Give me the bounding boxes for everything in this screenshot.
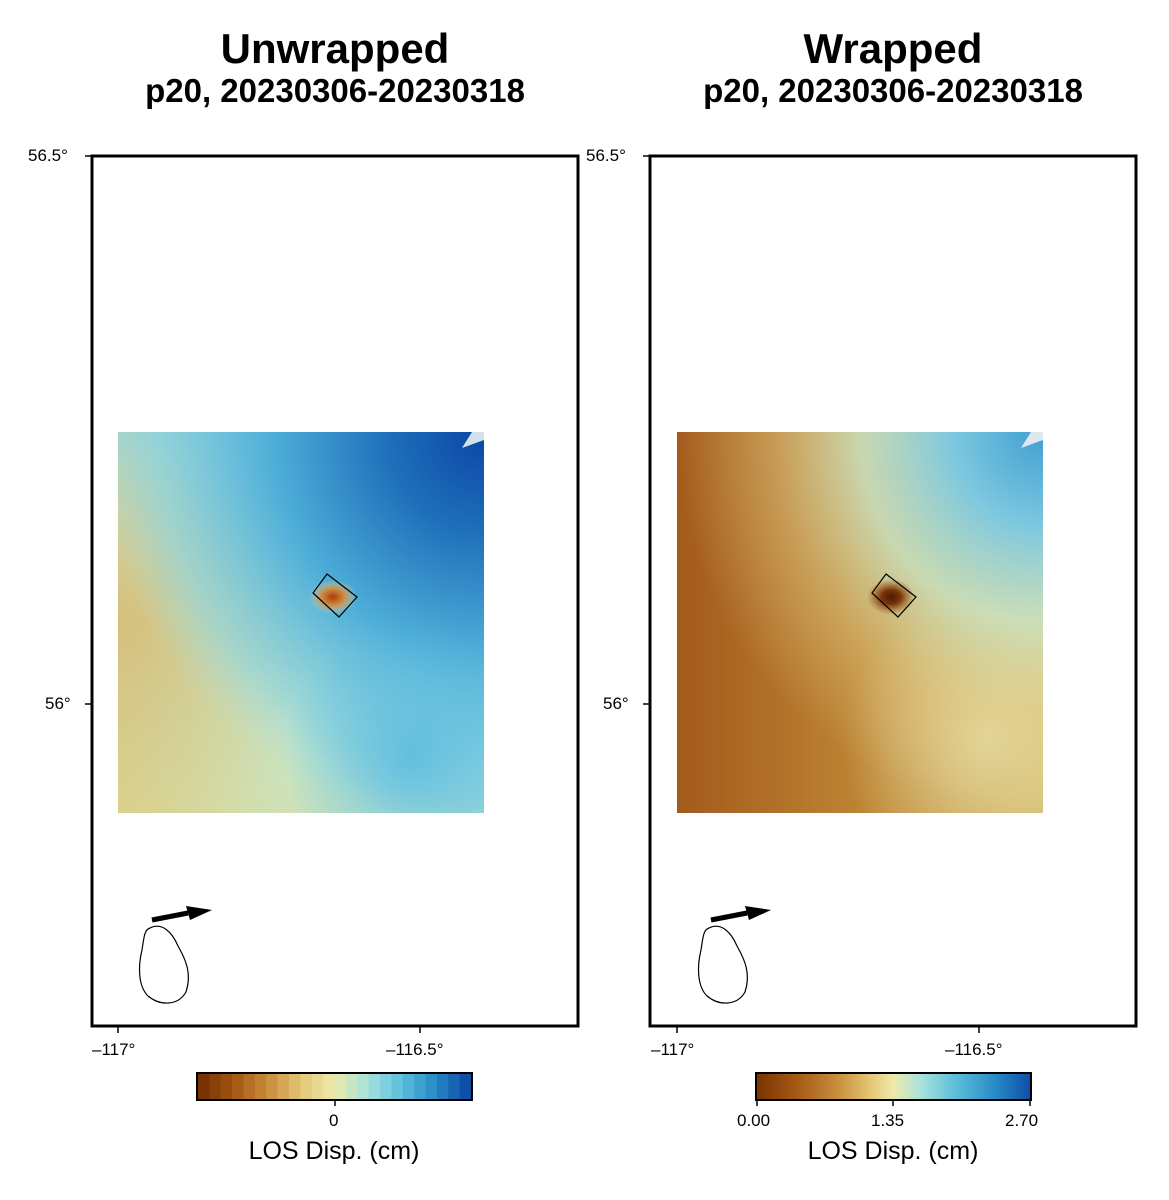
right-colorbar-tick-min: 0.00: [737, 1111, 771, 1130]
colorbar-band: [209, 1074, 222, 1099]
colorbar-band: [448, 1074, 461, 1099]
unwrapped-map-panel: [85, 154, 580, 1033]
colorbar-band: [323, 1074, 336, 1099]
colorbar-band: [277, 1074, 290, 1099]
colorbar-band: [254, 1074, 267, 1099]
wrapped-map-frame: [648, 154, 1138, 1028]
wrapped-subtitle: p20, 20230306-20230318: [703, 72, 1083, 109]
colorbar-band: [402, 1074, 415, 1099]
left-lat-tick-56-5: 56.5°: [28, 146, 68, 165]
unwrapped-displacement-raster: [118, 432, 484, 813]
colorbar-band: [459, 1074, 472, 1099]
right-lon-tick-116-5: –116.5°: [945, 1040, 1003, 1059]
wrapped-displacement-raster: [677, 432, 1043, 813]
look-direction-outline-icon: [697, 925, 749, 1004]
colorbar-band: [311, 1074, 324, 1099]
colorbar-band: [289, 1074, 301, 1099]
right-lat-tick-56: 56°: [603, 694, 629, 713]
unwrapped-panel-title-block: Unwrapped p20, 20230306-20230318: [90, 25, 580, 109]
colorbar-band: [334, 1074, 347, 1099]
colorbar-band: [391, 1074, 404, 1099]
colorbar-band: [345, 1074, 358, 1099]
wrapped-map-panel: [643, 154, 1138, 1033]
wrapped-panel-title-block: Wrapped p20, 20230306-20230318: [648, 25, 1138, 109]
satellite-heading-arrow-icon: [151, 906, 212, 923]
unwrapped-fault-rectangle: [312, 573, 358, 618]
unwrapped-subtitle: p20, 20230306-20230318: [145, 72, 525, 109]
wrapped-colorbar: [755, 1072, 1032, 1106]
left-lon-tick-116-5: –116.5°: [386, 1040, 444, 1059]
colorbar-band: [266, 1074, 279, 1099]
colorbar-band: [368, 1074, 381, 1099]
colorbar-band: [425, 1074, 438, 1099]
satellite-heading-arrow-icon: [710, 906, 771, 923]
right-colorbar-label: LOS Disp. (cm): [807, 1137, 979, 1165]
right-lat-tick-56-5: 56.5°: [586, 146, 626, 165]
unwrapped-title: Unwrapped: [220, 25, 450, 72]
colorbar-band: [198, 1074, 210, 1099]
colorbar-band: [436, 1074, 449, 1099]
colorbar-band: [300, 1074, 313, 1099]
wrapped-fault-rectangle: [871, 573, 917, 618]
left-colorbar-label: LOS Disp. (cm): [248, 1137, 420, 1165]
colorbar-band: [220, 1074, 233, 1099]
colorbar-band: [380, 1074, 392, 1099]
right-colorbar-tick-max: 2.70: [1005, 1111, 1039, 1130]
look-direction-outline-icon: [138, 925, 190, 1004]
unwrapped-colorbar: [196, 1072, 473, 1106]
right-lon-tick-117: –117°: [651, 1040, 695, 1059]
left-colorbar-tick-0: 0: [329, 1111, 339, 1130]
colorbar-band: [232, 1074, 245, 1099]
right-colorbar-tick-mid: 1.35: [871, 1111, 905, 1130]
unwrapped-map-frame: [90, 154, 580, 1028]
wrapped-title: Wrapped: [803, 25, 983, 72]
colorbar-band: [414, 1074, 427, 1099]
colorbar-band: [243, 1074, 256, 1099]
left-lat-tick-56: 56°: [45, 694, 71, 713]
left-lon-tick-117: –117°: [92, 1040, 136, 1059]
colorbar-band: [357, 1074, 370, 1099]
